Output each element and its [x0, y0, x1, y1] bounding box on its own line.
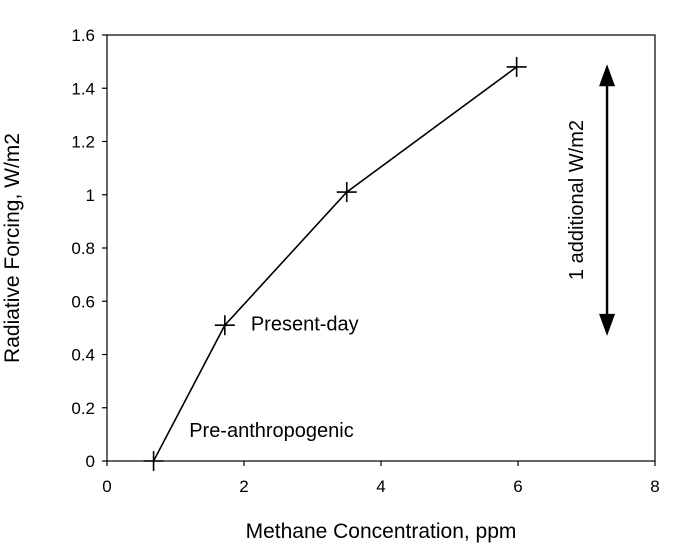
x-tick-label: 4 — [376, 477, 385, 496]
data-point-marker — [506, 56, 527, 77]
y-axis-title: Radiative Forcing, W/m2 — [1, 133, 24, 363]
data-series — [143, 56, 527, 471]
data-point-marker — [143, 451, 164, 471]
x-tick-label: 8 — [650, 477, 659, 496]
y-tick-label: 0.4 — [71, 346, 95, 365]
arrow-down-head — [599, 313, 616, 336]
y-tick-label: 0.8 — [71, 239, 95, 258]
present-day-label: Present-day — [251, 314, 359, 336]
axes: 0 2 4 6 8 0 0.2 0.4 0.6 0.8 1 1.2 1.4 1.6 — [71, 26, 659, 496]
y-tick-label: 0.2 — [71, 399, 95, 418]
annotations: Pre-anthropogenic Present-day 1 additional… — [189, 64, 616, 442]
data-point-marker — [336, 182, 357, 203]
y-tick-label: 0 — [86, 452, 95, 471]
y-tick-label: 1 — [86, 186, 95, 205]
arrow-up-head — [599, 64, 616, 87]
range-arrow-label: 1 additional W/m2 — [566, 120, 588, 280]
range-arrow — [599, 64, 616, 336]
pre-anthropogenic-label: Pre-anthropogenic — [189, 420, 354, 442]
series-line — [152, 66, 518, 462]
y-tick-label: 1.6 — [71, 26, 95, 45]
x-tick-label: 6 — [513, 477, 522, 496]
y-tick-label: 1.4 — [71, 79, 95, 98]
x-tick-label: 0 — [102, 477, 111, 496]
y-tick-label: 0.6 — [71, 292, 95, 311]
data-point-marker — [214, 315, 235, 336]
x-tick-label: 2 — [239, 477, 248, 496]
x-axis-title: Methane Concentration, ppm — [246, 520, 517, 543]
y-tick-label: 1.2 — [71, 133, 95, 152]
